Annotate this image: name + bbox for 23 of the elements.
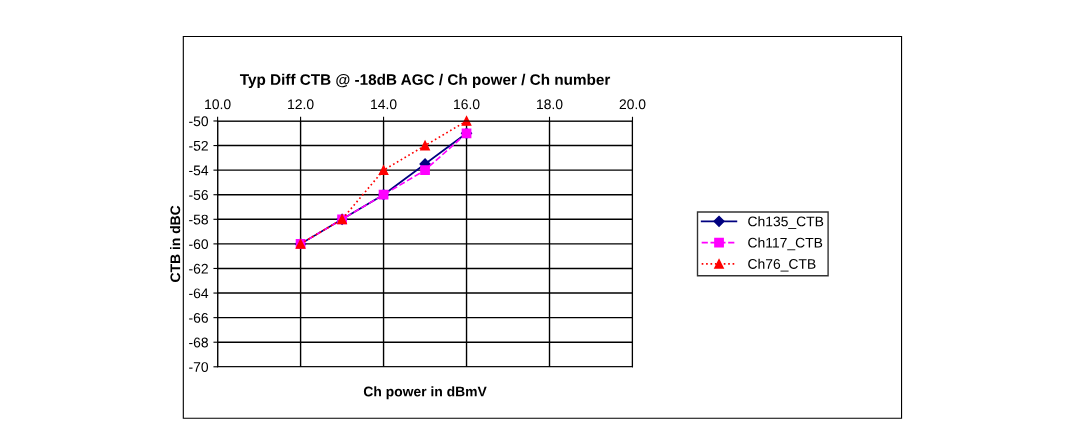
y-tick-label: -64 (189, 288, 209, 299)
y-tick-label: -70 (189, 362, 209, 372)
x-tick-label: 16.0 (454, 99, 480, 110)
y-tick-label: -50 (189, 116, 209, 127)
legend-label: Ch135_CTB (748, 216, 824, 229)
y-tick-label: -54 (189, 165, 209, 176)
y-tick-label: -60 (189, 239, 209, 250)
y-tick-label: -52 (189, 140, 208, 151)
legend-label: Ch76_CTB (748, 258, 816, 272)
x-tick-label: 20.0 (619, 99, 646, 110)
legend-label: Ch117_CTB (748, 237, 823, 251)
y-tick-label: -58 (189, 214, 208, 225)
y-tick-label: -68 (189, 337, 208, 348)
x-tick-label: 14.0 (371, 99, 397, 110)
y-tick-label: -66 (189, 312, 208, 323)
y-axis-title: CTB in dBC (170, 205, 181, 282)
y-tick-label: -62 (189, 263, 208, 274)
x-tick-label: 12.0 (288, 99, 314, 110)
x-tick-label: 18.0 (537, 99, 563, 110)
x-axis-title: Ch power in dBmV (363, 386, 487, 400)
x-tick-label: 10.0 (205, 99, 231, 110)
y-tick-label: -56 (189, 190, 208, 200)
chart-title: Typ Diff CTB @ -18dB AGC / Ch power / Ch number (239, 73, 611, 89)
